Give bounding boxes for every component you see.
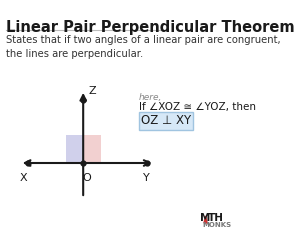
Bar: [66, 135, 83, 163]
Bar: [83, 135, 100, 163]
Text: TH: TH: [208, 213, 224, 223]
Text: OZ ⊥ XY: OZ ⊥ XY: [140, 114, 190, 128]
Text: M: M: [200, 213, 210, 223]
Text: If ∠XOZ ≅ ∠YOZ, then: If ∠XOZ ≅ ∠YOZ, then: [139, 102, 256, 112]
Text: MONKS: MONKS: [202, 222, 231, 228]
Text: here,: here,: [139, 93, 162, 102]
Text: States that if two angles of a linear pair are congruent,
the lines are perpendi: States that if two angles of a linear pa…: [6, 35, 281, 59]
Text: O: O: [83, 173, 92, 183]
Text: Linear Pair Perpendicular Theorem: Linear Pair Perpendicular Theorem: [6, 20, 295, 35]
Text: X: X: [20, 173, 28, 183]
Text: Y: Y: [143, 173, 150, 183]
Bar: [139, 112, 193, 130]
Text: Z: Z: [89, 86, 96, 96]
Polygon shape: [204, 216, 207, 223]
